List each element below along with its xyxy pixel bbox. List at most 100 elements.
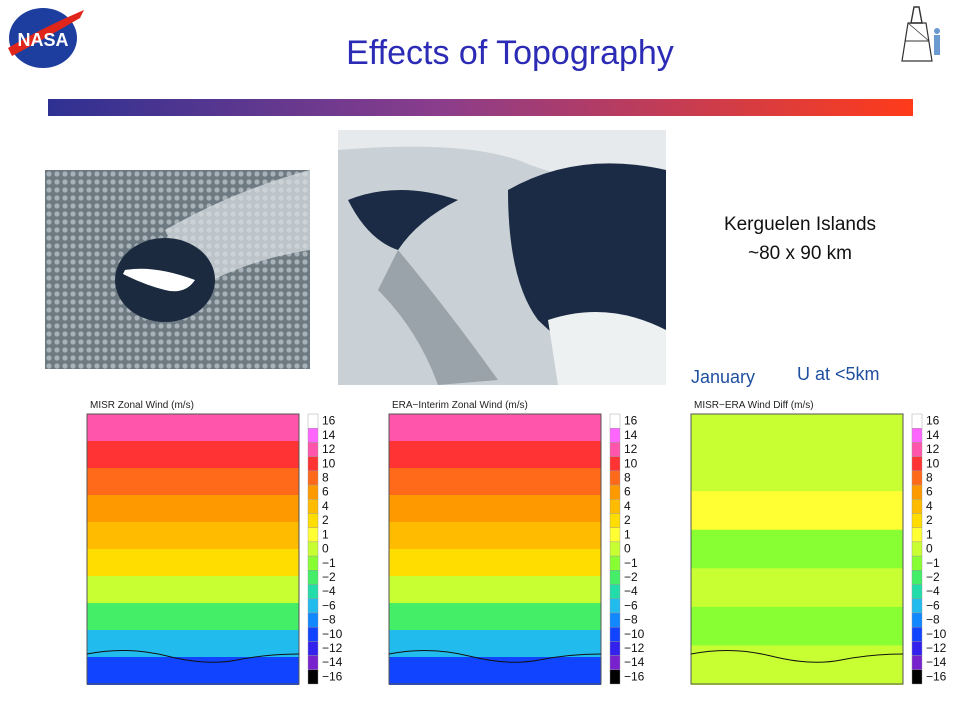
colorbar-tick-label: −2 [624, 570, 638, 584]
colorbar-swatch [307, 527, 319, 543]
colorbar-tick-label: −4 [624, 584, 638, 598]
colorbar-swatch [911, 655, 923, 670]
colorbar-tick-label: 1 [322, 527, 329, 541]
nasa-logo: NASA [8, 8, 84, 68]
colorbar-swatch [911, 612, 923, 628]
colorbar-tick-label: 0 [926, 542, 933, 556]
colorbar-swatch [911, 513, 923, 528]
colorbar-tick-label: −14 [926, 655, 947, 669]
colorbar-swatch [307, 669, 319, 685]
heatmap-band [87, 549, 299, 577]
colorbar-tick-label: 10 [926, 456, 940, 470]
colorbar-swatch [307, 584, 319, 599]
colorbar-tick-label: −12 [322, 641, 343, 655]
colorbar-swatch [911, 442, 923, 457]
heatmap-2: MISR−ERA Wind Diff (m/s)16141210864210−1… [690, 400, 947, 685]
colorbar-tick-label: −10 [624, 627, 645, 641]
chart-panel-diff: MISR−ERA Wind Diff (m/s) 16 14 12 10 8 6 4 2 1 0 −1… [686, 396, 956, 686]
colorbar-swatch [609, 612, 621, 628]
colorbar-swatch [307, 626, 319, 642]
colorbar-tick-label: 1 [926, 527, 933, 541]
colorbar-swatch [911, 626, 923, 642]
heatmap-band [691, 491, 903, 531]
colorbar-swatch [307, 513, 319, 528]
colorbar-swatch [609, 570, 621, 585]
heatmap-title: MISR−ERA Wind Diff (m/s) [694, 400, 814, 411]
heatmap-band [389, 468, 601, 496]
heatmap-frame [690, 413, 904, 685]
colorbar-tick-label: 2 [926, 513, 933, 527]
colorbar-tick-label: −2 [926, 570, 940, 584]
heatmap-title: ERA−Interim Zonal Wind (m/s) [392, 400, 528, 411]
heatmap-band [389, 603, 601, 631]
colorbar-swatch [307, 442, 319, 457]
colorbar-swatch [307, 470, 319, 486]
heatmap-band [691, 414, 903, 454]
colorbar-tick-label: 12 [322, 442, 336, 456]
colorbar-tick-label: 2 [624, 513, 631, 527]
colorbar-tick-label: 14 [624, 428, 638, 442]
colorbar-swatch [609, 456, 621, 472]
colorbar-tick-label: 10 [624, 456, 638, 470]
colorbar-swatch [307, 456, 319, 472]
colorbar-swatch [609, 598, 621, 614]
heatmap-band [87, 495, 299, 523]
heatmap-1: ERA−Interim Zonal Wind (m/s)161412108642… [388, 400, 645, 685]
colorbar-swatch [307, 655, 319, 670]
colorbar-tick-label: −10 [926, 627, 947, 641]
colorbar-tick-label: 6 [926, 485, 933, 499]
colorbar-tick-label: 12 [926, 442, 940, 456]
colorbar-tick-label: −8 [624, 613, 638, 627]
heatmap-band [691, 452, 903, 493]
colorbar-swatch [609, 527, 621, 543]
heatmap-band [389, 414, 601, 442]
title-underline-gradient [48, 99, 913, 116]
colorbar-tick-label: −12 [624, 641, 645, 655]
colorbar-swatch [307, 499, 319, 514]
colorbar-tick-label: 2 [322, 513, 329, 527]
colorbar-swatch [911, 570, 923, 585]
colorbar-tick-label: 4 [926, 499, 933, 513]
colorbar-tick-label: −4 [322, 584, 336, 598]
colorbar-swatch [911, 456, 923, 472]
colorbar-swatch [609, 541, 621, 557]
colorbar-swatch [307, 570, 319, 585]
colorbar-swatch [911, 413, 923, 429]
colorbar-tick-label: −10 [322, 627, 343, 641]
colorbar-swatch [911, 584, 923, 599]
colorbar-swatch [609, 442, 621, 457]
heatmap-band [87, 468, 299, 496]
chart-panel-misr: MISR Zonal Wind (m/s) 16 14 12 10 8 6 4 2 1 0 −1 −2−… [82, 396, 372, 686]
colorbar-swatch [911, 555, 923, 571]
colorbar-swatch [307, 413, 319, 429]
colorbar-swatch [307, 484, 319, 500]
colorbar-tick-label: 4 [322, 499, 329, 513]
month-label: January [691, 367, 756, 387]
heatmap-band [87, 414, 299, 442]
coastline [388, 649, 602, 663]
colorbar-swatch [911, 669, 923, 685]
heatmap-band [87, 603, 299, 631]
rocket-test-stand-icon [901, 6, 940, 62]
heatmap-band [389, 549, 601, 577]
colorbar-tick-label: 16 [926, 414, 940, 428]
heatmap-band [389, 576, 601, 604]
colorbar-swatch [609, 584, 621, 599]
colorbar-tick-label: 16 [322, 414, 336, 428]
heatmap-band [691, 606, 903, 647]
colorbar-swatch [911, 641, 923, 656]
colorbar-tick-label: −14 [322, 655, 343, 669]
colorbar-swatch [609, 513, 621, 528]
location-size: ~80 x 90 km [747, 243, 853, 264]
heatmap-band [389, 630, 601, 658]
colorbar-swatch [307, 641, 319, 656]
colorbar-tick-label: 8 [624, 471, 631, 485]
chart-panel-era: ERA−Interim Zonal Wind (m/s) 16 14 12 10 8 6 4 2… [384, 396, 674, 686]
heatmap-band [87, 576, 299, 604]
colorbar-swatch [911, 598, 923, 614]
heatmap-title: MISR Zonal Wind (m/s) [90, 400, 194, 411]
colorbar-swatch [911, 527, 923, 543]
coastline [86, 649, 300, 663]
heatmap-band [389, 657, 601, 685]
colorbar-swatch [609, 428, 621, 443]
